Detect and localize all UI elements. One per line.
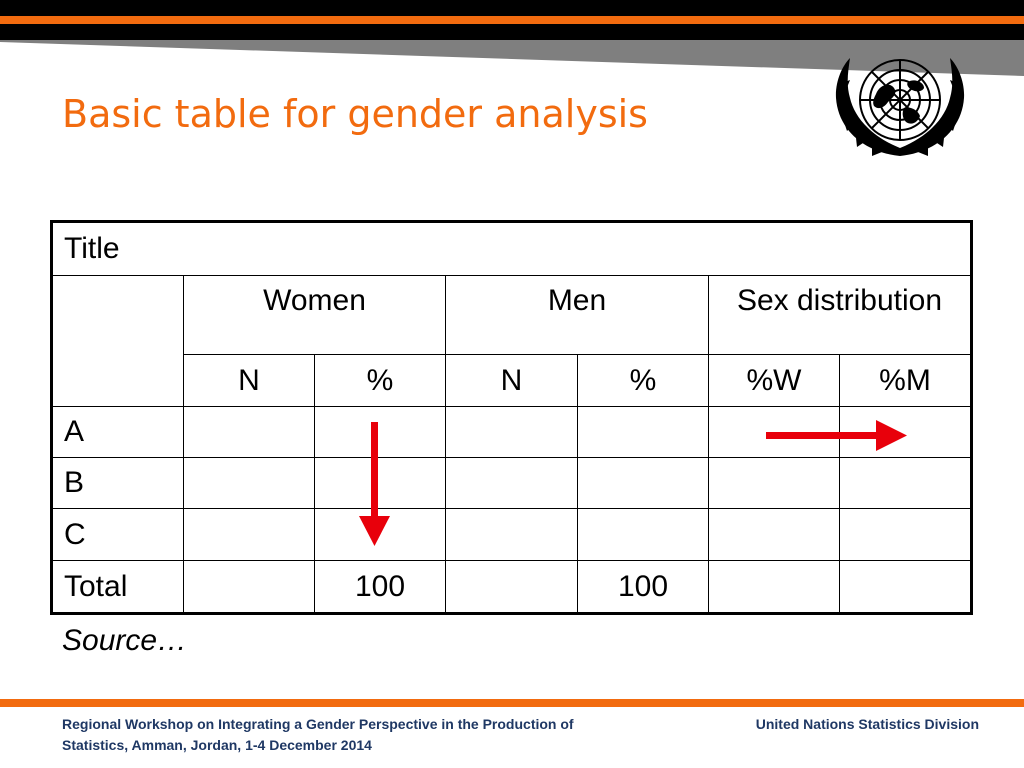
emblem-continents [873,80,924,124]
table-cell [445,508,578,561]
subheader-percent-women: %W [708,354,840,407]
table-title-row: Title [51,221,972,276]
row-label-b: B [51,457,184,509]
table-cell [577,508,709,561]
table-row-b: B [51,457,972,509]
table-cell [183,508,315,561]
table-cell [183,560,315,614]
gender-analysis-table: Title Women Men Sex distribution N % N %… [50,220,973,615]
table-cell [445,457,578,509]
table-cell [314,457,446,509]
table-row-total: Total 100 100 [51,560,972,614]
total-women-percent-cell: 100 [314,560,446,614]
group-header-women: Women [183,275,446,355]
group-header-sex-distribution: Sex distribution [708,275,972,355]
table-cell [445,560,578,614]
table-group-header-row: Women Men Sex distribution [51,275,972,407]
row-header-corner-cell [51,275,184,407]
table-cell [708,406,840,458]
table-cell [839,508,972,561]
table-cell [708,560,840,614]
table-title-cell: Title [51,221,972,276]
footer-organization-text: United Nations Statistics Division [755,716,979,732]
slide-title: Basic table for gender analysis [62,92,648,136]
table-cell [183,406,315,458]
table-row-a: A [51,406,972,458]
table-subheader-row: N % N % %W %M [52,354,972,407]
table-row-c: C [51,508,972,561]
table-cell [314,508,446,561]
group-header-men: Men [445,275,709,355]
top-swoosh [0,40,1024,76]
subheader-percent-men: %M [839,354,972,407]
table-cell [839,560,972,614]
table-cell [708,508,840,561]
emblem-globe [859,59,941,141]
table-cell [577,406,709,458]
table-cell [314,406,446,458]
subheader-women-percent: % [314,354,446,407]
subheader-women-n: N [183,354,315,407]
table-cell [445,406,578,458]
table-cell [577,457,709,509]
un-emblem-icon [835,58,965,156]
row-label-a: A [51,406,184,458]
table-cell [839,406,972,458]
subheader-men-n: N [445,354,578,407]
subheader-men-percent: % [577,354,709,407]
top-accent-stripe [0,16,1024,24]
table-cell [839,457,972,509]
table-cell [183,457,315,509]
source-note: Source… [62,624,188,657]
footer-accent-stripe [0,699,1024,707]
table-cell [708,457,840,509]
total-men-percent-cell: 100 [577,560,709,614]
row-label-total: Total [51,560,184,614]
emblem-wreath [835,58,965,156]
row-label-c: C [51,508,184,561]
swoosh-shape [0,40,1024,76]
footer-workshop-text: Regional Workshop on Integrating a Gende… [62,716,574,753]
